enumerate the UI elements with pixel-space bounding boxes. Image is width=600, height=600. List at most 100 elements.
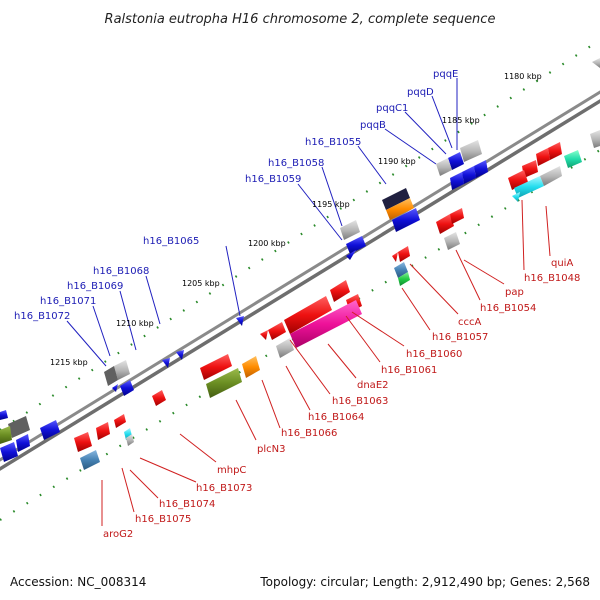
gene-cyan-small [512, 192, 520, 202]
gene-mhpC [152, 390, 166, 406]
gene-quiA [508, 170, 528, 190]
upper-leader-lines [66, 78, 458, 367]
gene-red-tiny [260, 330, 268, 340]
gene-left-blue-c [16, 434, 30, 452]
gene-pqqD [436, 158, 452, 176]
gene-label: h16_B1069 [67, 281, 123, 292]
gene-h16-B1074 [96, 422, 110, 440]
gene-h16-B1055 [382, 188, 410, 210]
gene-label: aroG2 [103, 529, 133, 540]
gene-dnaE2 [290, 300, 362, 348]
gene-orange [386, 198, 414, 220]
upper-gene-features [0, 58, 600, 462]
gene-green [398, 272, 410, 286]
lower-leader-lines [101, 199, 551, 526]
gene-h16-B1075 [74, 432, 92, 452]
gene-h16-B1068 [176, 350, 184, 360]
chromosome-backbone [0, 90, 600, 471]
gene-blue-d [392, 208, 420, 232]
gene-h16-B1057 [394, 262, 408, 278]
gene-h16-B1065 [236, 316, 244, 326]
gene-label: h16_B1054 [480, 303, 536, 314]
gene-blue-b [462, 166, 476, 184]
gene-gray-c [126, 434, 134, 446]
gene-label: pap [505, 287, 524, 298]
tick-label: 1185 kbp [442, 116, 480, 125]
gene-right-gray [590, 130, 600, 148]
gene-left-gray [8, 416, 30, 438]
gene-h16-B1063 [268, 322, 286, 340]
gene-blue-c [474, 160, 488, 178]
gene-plcN3 [206, 368, 242, 398]
accession-label: Accession: NC_008314 [10, 575, 146, 589]
gene-red-b [548, 142, 562, 160]
gene-red-small [392, 252, 398, 262]
gene-label: h16_B1060 [406, 349, 462, 360]
map-title: Ralstonia eutropha H16 chromosome 2, com… [105, 12, 496, 27]
gene-label: h16_B1075 [135, 514, 191, 525]
gene-label: h16_B1071 [40, 296, 96, 307]
gene-h16-B1054 [444, 232, 460, 250]
outer-dotted-ring [0, 39, 600, 431]
gene-gray-b [540, 166, 562, 186]
gene-left-a [0, 410, 8, 420]
gene-label: dnaE2 [357, 380, 389, 391]
gene-h16-B1060 [330, 280, 350, 302]
tick-label: 1180 kbp [504, 72, 542, 81]
gene-h16-B1073 [114, 414, 126, 428]
gene-label: h16_B1059 [245, 174, 301, 185]
upper-gene-labels: pqqE pqqD pqqC1 pqqB h16_B1055 h16_B1058… [14, 69, 458, 322]
gene-left-olive [0, 426, 12, 444]
gene-label: h16_B1064 [308, 412, 364, 423]
gene-label: pqqD [407, 87, 434, 98]
tick-label: 1200 kbp [248, 239, 286, 248]
gene-cccA [398, 246, 410, 262]
gene-label: pqqE [433, 69, 458, 80]
gene-blue-f [112, 384, 118, 392]
gene-h16-B1066 [200, 354, 232, 380]
gene-h16-B1048 [514, 176, 544, 198]
gene-pqqC1 [460, 140, 482, 162]
gene-label: h16_B1058 [268, 158, 324, 169]
gene-label: h16_B1057 [432, 332, 488, 343]
gene-label: h16_B1066 [281, 428, 337, 439]
gene-label: h16_B1074 [159, 499, 215, 510]
gene-left-blue-b [0, 442, 18, 462]
gene-h16-B1072 [104, 366, 118, 386]
tick-label: 1205 kbp [182, 279, 220, 288]
gene-h16-B1058 [340, 220, 360, 240]
gene-label: h16_B1073 [196, 483, 252, 494]
gene-pqqE [448, 152, 464, 170]
gene-label: quiA [551, 258, 573, 269]
gene-small-blue [346, 250, 356, 260]
gene-label: h16_B1068 [93, 266, 149, 277]
gene-h16-B1064 [276, 338, 294, 358]
gene-label: h16_B1072 [14, 311, 70, 322]
gene-red-c [522, 160, 538, 178]
tick-label: 1190 kbp [378, 157, 416, 166]
gene-h16-B1069 [162, 358, 170, 368]
gene-red-a [536, 148, 550, 166]
gene-left-blue [40, 420, 60, 440]
gene-red-d [450, 208, 464, 224]
gene-teal [564, 150, 582, 168]
tick-label: 1210 kbp [116, 319, 154, 328]
lower-gene-features [74, 130, 600, 470]
gene-label: h16_B1065 [143, 236, 199, 247]
gene-label: h16_B1055 [305, 137, 361, 148]
gene-label: h16_B1048 [524, 273, 580, 284]
tick-label: 1195 kbp [312, 200, 350, 209]
gene-red-large [284, 296, 332, 334]
gene-pqqB [450, 172, 464, 190]
gene-label: pqqB [360, 120, 386, 131]
gene-aroG2 [80, 450, 100, 470]
lower-gene-labels: quiA h16_B1048 pap h16_B1054 cccA h16_B1… [103, 258, 580, 540]
gene-label: cccA [458, 317, 481, 328]
gene-arrow [592, 58, 600, 68]
gene-label: mhpC [217, 465, 246, 476]
gene-blue-e [120, 380, 134, 396]
gene-pap [436, 214, 454, 234]
kbp-tick-labels: 1180 kbp 1185 kbp 1190 kbp 1195 kbp 1200… [50, 72, 542, 367]
tick-label: 1215 kbp [50, 358, 88, 367]
